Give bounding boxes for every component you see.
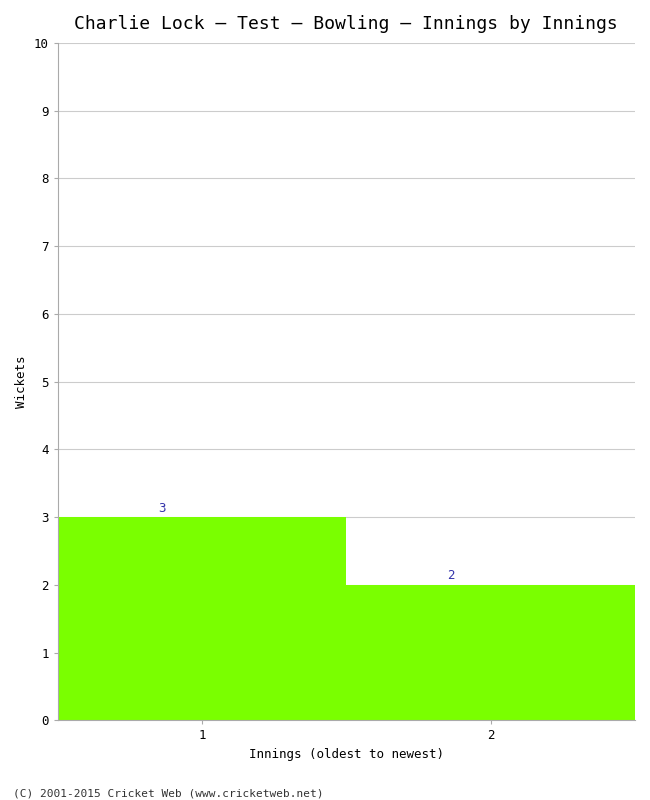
Bar	[346, 585, 635, 721]
Text: 3: 3	[159, 502, 166, 514]
Y-axis label: Wickets: Wickets	[15, 355, 28, 408]
Text: 2: 2	[447, 570, 455, 582]
Title: Charlie Lock – Test – Bowling – Innings by Innings: Charlie Lock – Test – Bowling – Innings …	[74, 15, 618, 33]
Bar	[58, 517, 346, 721]
Text: (C) 2001-2015 Cricket Web (www.cricketweb.net): (C) 2001-2015 Cricket Web (www.cricketwe…	[13, 788, 324, 798]
X-axis label: Innings (oldest to newest): Innings (oldest to newest)	[249, 748, 444, 761]
